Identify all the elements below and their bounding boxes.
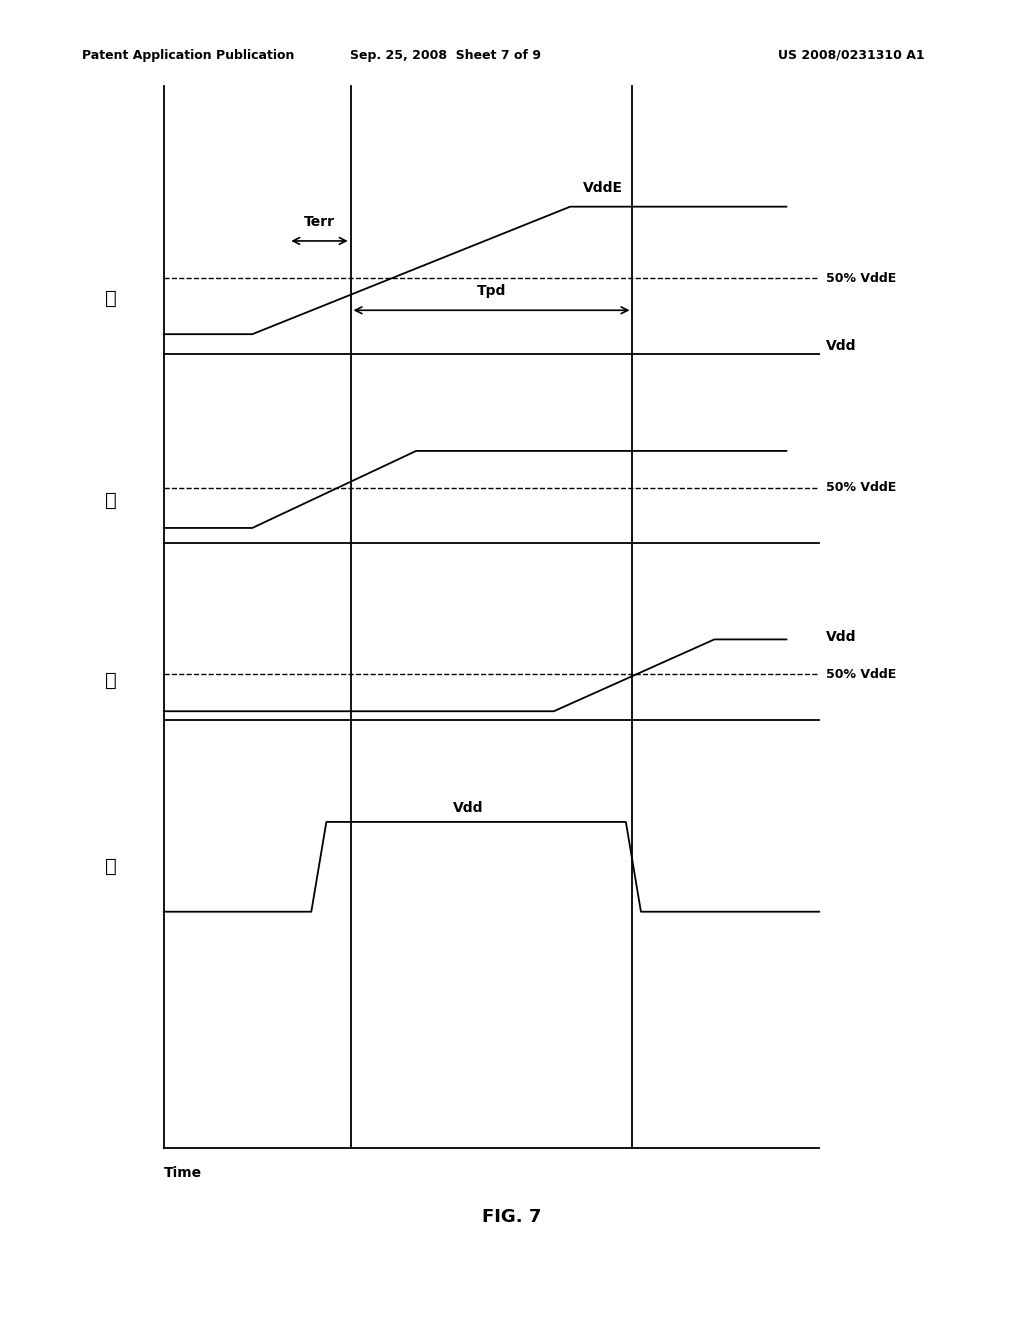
Text: 50% VddE: 50% VddE: [825, 482, 896, 495]
Text: ⓒ: ⓒ: [104, 672, 117, 690]
Text: Terr: Terr: [304, 215, 335, 230]
Text: Vdd: Vdd: [454, 801, 483, 814]
Text: Sep. 25, 2008  Sheet 7 of 9: Sep. 25, 2008 Sheet 7 of 9: [350, 49, 541, 62]
Text: VddE: VddE: [584, 181, 624, 195]
Text: Vdd: Vdd: [825, 630, 856, 644]
Text: Vdd: Vdd: [825, 339, 856, 354]
Text: ⓐ: ⓐ: [104, 289, 117, 308]
Text: ⓑ: ⓑ: [104, 491, 117, 510]
Text: Tpd: Tpd: [477, 284, 506, 298]
Text: 50% VddE: 50% VddE: [825, 272, 896, 285]
Text: Patent Application Publication: Patent Application Publication: [82, 49, 294, 62]
Text: Time: Time: [164, 1166, 202, 1180]
Text: FIG. 7: FIG. 7: [482, 1208, 542, 1226]
Text: US 2008/0231310 A1: US 2008/0231310 A1: [778, 49, 925, 62]
Text: ⓓ: ⓓ: [104, 857, 117, 876]
Text: 50% VddE: 50% VddE: [825, 668, 896, 681]
